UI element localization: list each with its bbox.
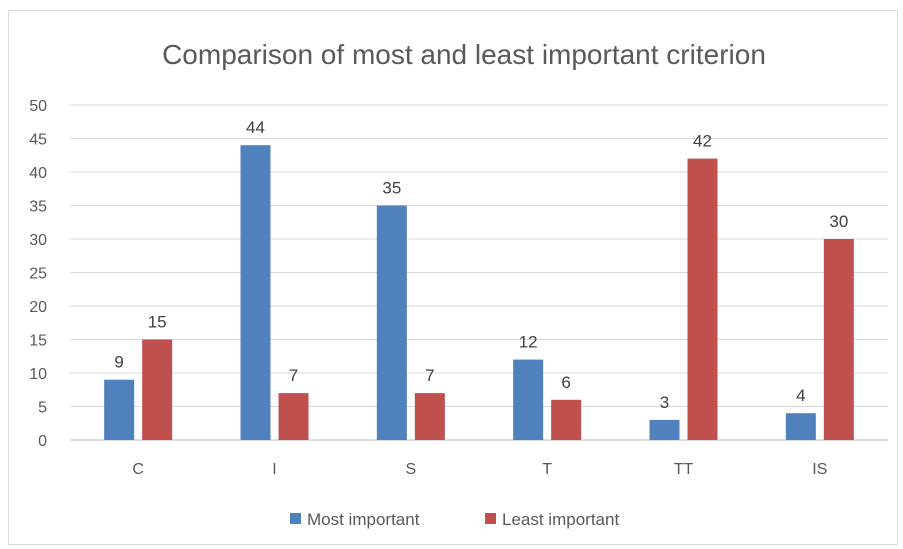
gridlines <box>70 104 888 441</box>
x-tick-label: I <box>272 461 276 478</box>
data-label: 7 <box>425 366 434 385</box>
data-label: 30 <box>829 212 848 231</box>
bar-least-important <box>823 239 854 440</box>
y-tick-label: 0 <box>38 433 47 450</box>
bar-most-important <box>785 413 816 440</box>
y-tick-label: 45 <box>29 132 47 149</box>
legend-label: Most important <box>307 510 420 529</box>
bar-least-important <box>551 399 582 440</box>
chart-title: Comparison of most and least important c… <box>162 39 766 70</box>
bar-most-important <box>104 379 135 440</box>
data-label: 9 <box>114 353 123 372</box>
data-label: 7 <box>289 366 298 385</box>
y-tick-label: 20 <box>29 299 47 316</box>
y-tick-label: 10 <box>29 366 47 383</box>
y-axis-ticks: 0 5 10 15 20 25 30 35 40 45 50 <box>29 98 47 450</box>
data-label: 3 <box>660 393 669 412</box>
data-label: 35 <box>382 179 401 198</box>
y-tick-label: 30 <box>29 232 47 249</box>
y-tick-label: 5 <box>38 400 47 417</box>
data-label: 15 <box>148 313 167 332</box>
x-tick-label: IS <box>812 461 827 478</box>
data-label: 44 <box>246 118 265 137</box>
x-axis-ticks: C I S T TT IS <box>132 461 827 478</box>
chart-frame <box>8 10 898 545</box>
bar-least-important <box>142 339 173 440</box>
y-tick-label: 50 <box>29 98 47 115</box>
bars <box>104 145 854 440</box>
bar-least-important <box>687 158 718 440</box>
data-label: 4 <box>796 386 805 405</box>
data-labels: 9 15 44 7 35 7 12 6 3 42 4 30 <box>114 118 848 412</box>
legend-swatch <box>485 513 496 524</box>
legend-swatch <box>290 513 301 524</box>
y-tick-label: 25 <box>29 266 47 283</box>
bar-least-important <box>278 393 309 440</box>
data-label: 6 <box>561 373 570 392</box>
data-label: 12 <box>519 333 538 352</box>
bar-most-important <box>649 419 680 440</box>
x-tick-label: T <box>542 461 552 478</box>
bar-least-important <box>414 393 445 440</box>
x-tick-label: C <box>132 461 144 478</box>
bar-most-important <box>513 359 544 440</box>
bar-most-important <box>240 145 271 440</box>
bar-most-important <box>376 205 407 440</box>
y-tick-label: 15 <box>29 333 47 350</box>
x-tick-label: TT <box>674 461 694 478</box>
y-tick-label: 35 <box>29 199 47 216</box>
x-tick-label: S <box>405 461 416 478</box>
legend-label: Least important <box>502 510 619 529</box>
data-label: 42 <box>693 132 712 151</box>
y-tick-label: 40 <box>29 165 47 182</box>
legend: Most important Least important <box>290 510 619 529</box>
